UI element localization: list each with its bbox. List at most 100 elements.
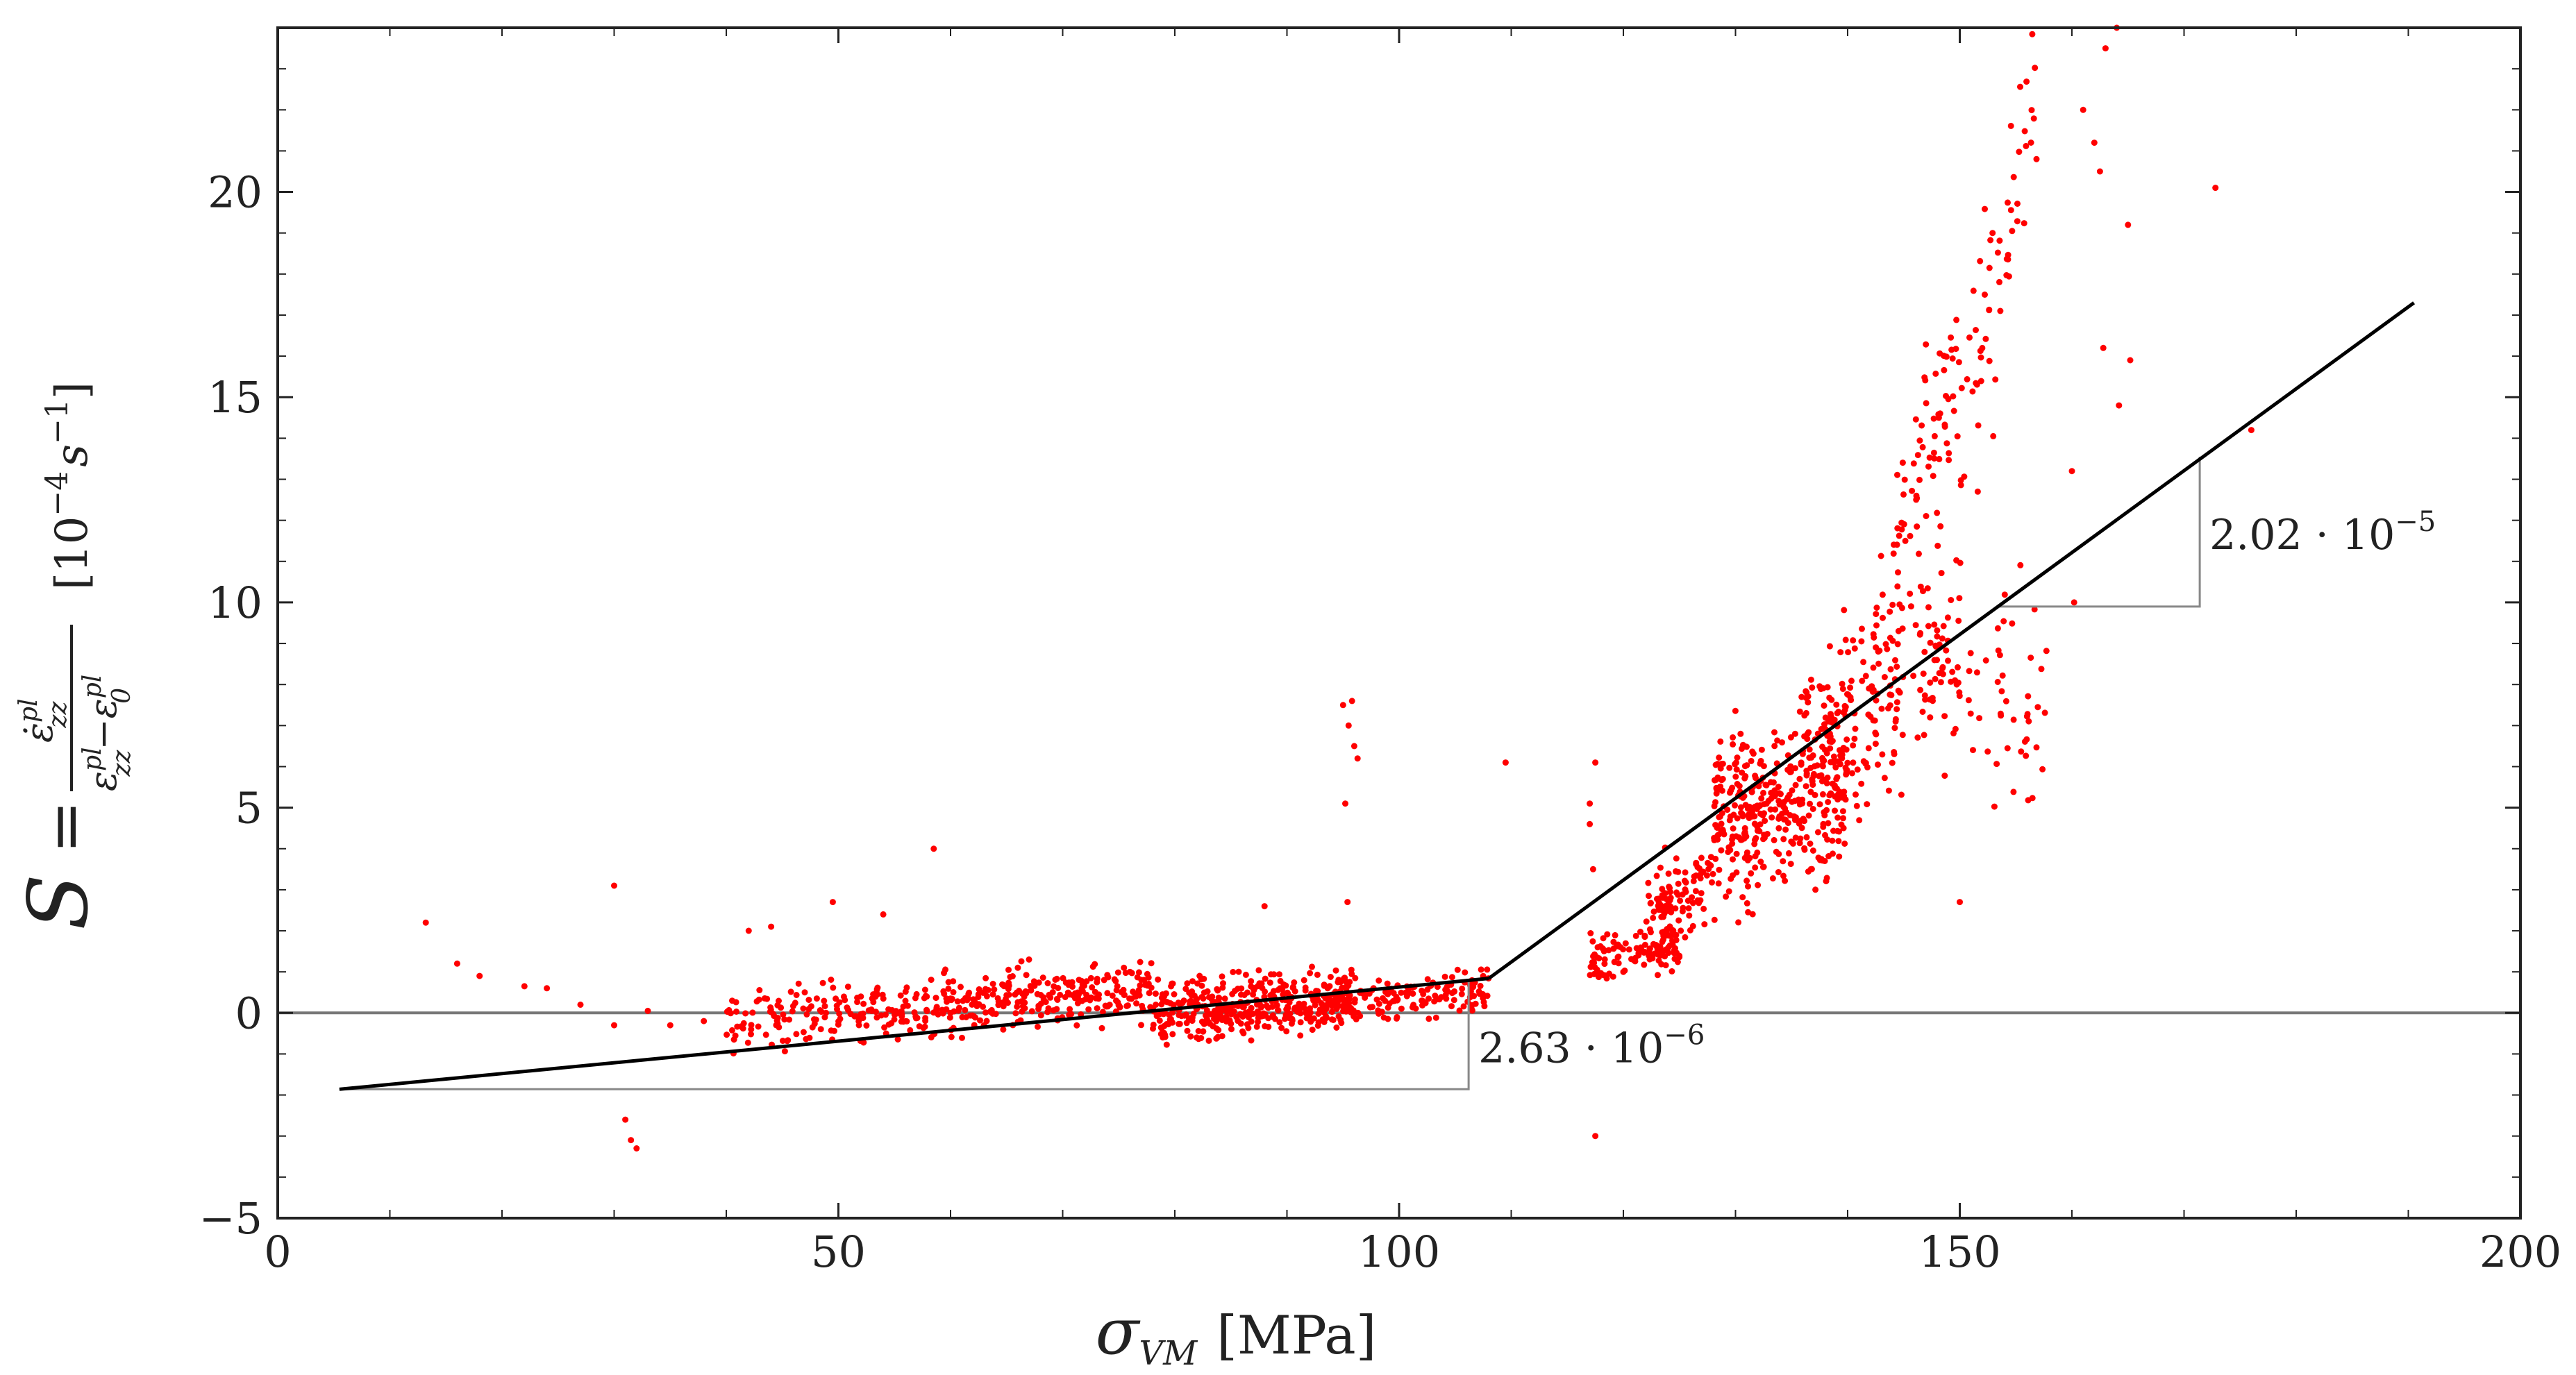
data-point xyxy=(1875,761,1881,768)
data-point xyxy=(1319,1008,1326,1015)
data-point xyxy=(1668,968,1675,975)
data-point xyxy=(1355,1009,1362,1016)
data-point xyxy=(950,978,957,985)
data-point xyxy=(1345,722,1352,729)
data-point xyxy=(755,996,762,1003)
data-point xyxy=(1957,559,1964,566)
data-point xyxy=(739,1025,746,1032)
data-point xyxy=(2029,31,2036,37)
data-point xyxy=(1896,532,1902,539)
data-point xyxy=(1040,996,1047,1003)
data-point xyxy=(1741,854,1748,861)
data-point xyxy=(1341,997,1348,1004)
data-point xyxy=(811,1020,818,1027)
data-point xyxy=(1954,433,1961,440)
data-point xyxy=(1456,1007,1463,1014)
x-axis-title: σVM [MPa] xyxy=(1096,1294,1377,1373)
data-point xyxy=(1037,1012,1044,1019)
data-point xyxy=(844,984,851,990)
data-point xyxy=(1021,999,1028,1006)
data-point xyxy=(1076,998,1082,1005)
data-point xyxy=(1184,980,1191,987)
data-point xyxy=(991,986,998,993)
data-point xyxy=(1237,1011,1244,1018)
data-point xyxy=(1926,454,1933,461)
data-point xyxy=(2028,107,2035,114)
data-point xyxy=(1854,766,1861,773)
data-point xyxy=(1941,713,1948,720)
data-point xyxy=(1384,980,1391,987)
data-point xyxy=(1751,813,1758,820)
data-point xyxy=(1828,696,1835,703)
data-point xyxy=(793,1031,800,1038)
data-point xyxy=(1620,968,1627,975)
data-point xyxy=(1748,788,1755,795)
data-point xyxy=(1022,988,1029,995)
data-point xyxy=(1804,730,1811,737)
data-point xyxy=(728,1027,735,1034)
data-point xyxy=(1737,804,1744,811)
data-point xyxy=(2000,618,2007,625)
data-point xyxy=(1687,927,1693,934)
data-point xyxy=(1982,205,1988,212)
data-point xyxy=(948,1034,955,1040)
data-point xyxy=(1836,853,1843,860)
data-point xyxy=(1916,550,1922,557)
data-point xyxy=(957,984,964,990)
data-point xyxy=(1054,996,1061,1003)
data-point xyxy=(1422,999,1429,1006)
data-point xyxy=(1792,765,1798,772)
data-point xyxy=(1967,650,1974,657)
data-point xyxy=(1819,761,1826,768)
data-point xyxy=(1850,742,1857,749)
data-point xyxy=(1851,645,1858,652)
data-point xyxy=(1604,931,1611,938)
data-point xyxy=(1842,796,1849,803)
data-point xyxy=(1754,802,1761,809)
data-point xyxy=(1941,773,1948,779)
data-point xyxy=(1665,870,1672,877)
data-point xyxy=(1682,934,1689,940)
data-point xyxy=(898,1018,905,1025)
data-point xyxy=(1830,753,1837,760)
data-point xyxy=(962,1014,969,1020)
data-points xyxy=(422,24,2255,1152)
data-point xyxy=(1662,890,1668,897)
data-point xyxy=(577,1002,584,1008)
data-point xyxy=(1594,966,1600,973)
data-point xyxy=(1821,702,1828,709)
data-point xyxy=(1332,996,1339,1003)
data-point xyxy=(1792,814,1799,821)
data-point xyxy=(2071,599,2077,606)
data-point xyxy=(873,988,880,995)
data-point xyxy=(1806,754,1813,761)
data-point xyxy=(1322,1003,1329,1010)
data-point xyxy=(1877,552,1884,559)
data-point xyxy=(1713,790,1720,797)
data-point xyxy=(1862,673,1869,680)
data-point xyxy=(1076,991,1082,998)
data-point xyxy=(1680,904,1687,911)
data-point xyxy=(1248,1037,1255,1044)
data-point xyxy=(779,1038,786,1044)
data-point xyxy=(1641,932,1648,939)
data-point xyxy=(1853,802,1860,809)
data-point xyxy=(1655,945,1662,952)
data-point xyxy=(1143,981,1150,988)
data-point xyxy=(1053,1006,1060,1013)
data-point xyxy=(828,1027,835,1034)
data-point xyxy=(1837,788,1843,795)
data-point xyxy=(982,1009,989,1016)
data-point xyxy=(1718,777,1725,784)
data-point xyxy=(1899,459,1906,466)
data-point xyxy=(1812,886,1819,893)
data-point xyxy=(1229,990,1236,997)
data-point xyxy=(1089,984,1096,990)
data-point xyxy=(1859,625,1865,632)
data-point xyxy=(1956,693,1963,700)
data-point xyxy=(1982,292,1988,298)
data-point xyxy=(1031,982,1038,989)
data-point xyxy=(1801,846,1808,853)
data-point xyxy=(1757,810,1764,817)
data-point xyxy=(922,993,929,999)
